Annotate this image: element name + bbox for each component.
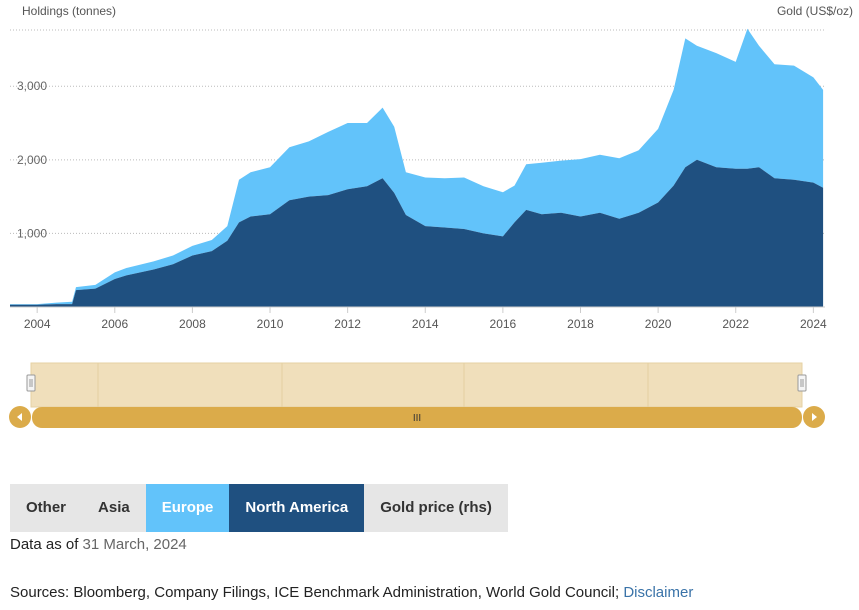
x-tick-label: 2006 <box>101 317 128 331</box>
navigator-right-handle[interactable] <box>797 374 807 392</box>
legend: Other Asia Europe North America Gold price (… <box>10 484 508 532</box>
x-tick-label: 2020 <box>645 317 672 331</box>
x-tick-label: 2024 <box>800 317 827 331</box>
navigator-scrollbar[interactable] <box>32 407 802 428</box>
legend-item-gold-price-rhs[interactable]: Gold price (rhs) <box>364 484 508 532</box>
scrollbar-grip-icon: III <box>413 413 421 424</box>
series-north-america-area <box>10 159 824 307</box>
x-tick-label: 2012 <box>334 317 361 331</box>
x-tick-label: 2008 <box>179 317 206 331</box>
asof-prefix: Data as of <box>10 536 79 553</box>
x-tick-label: 2014 <box>412 317 439 331</box>
legend-item-other[interactable]: Other <box>10 484 83 532</box>
y-tick-label: 3,000 <box>17 79 47 93</box>
legend-item-europe[interactable]: Europe <box>145 484 230 532</box>
left-axis-title: Holdings (tonnes) <box>22 4 117 18</box>
navigator-window <box>30 362 803 408</box>
navigator-left-handle[interactable] <box>26 374 36 392</box>
x-tick-label: 2004 <box>24 317 51 331</box>
x-tick-label: 2022 <box>722 317 749 331</box>
legend-item-asia[interactable]: Asia <box>82 484 146 532</box>
y-tick-label: 1,000 <box>17 226 47 240</box>
x-tick-label: 2018 <box>567 317 594 331</box>
x-tick-label: 2016 <box>490 317 517 331</box>
sources-text: Sources: Bloomberg, Company Filings, ICE… <box>10 584 620 601</box>
x-tick-label: 2010 <box>257 317 284 331</box>
data-as-of: Data as of 31 March, 2024 <box>10 536 187 553</box>
scroll-right-arrow-icon <box>812 413 817 421</box>
holdings-chart: 1,000 2,000 3,000 2004 2006 2008 2010 2012 2014 2… <box>9 28 827 428</box>
range-navigator[interactable]: III <box>9 362 825 428</box>
series-europe-area <box>10 28 824 305</box>
disclaimer-link[interactable]: Disclaimer <box>623 584 694 601</box>
y-tick-label: 2,000 <box>17 153 47 167</box>
asof-date: 31 March, 2024 <box>82 536 187 553</box>
legend-item-north-america[interactable]: North America <box>229 484 365 532</box>
sources: Sources: Bloomberg, Company Filings, ICE… <box>10 584 693 601</box>
right-axis-title: Gold (US$/oz) <box>776 4 853 18</box>
scroll-left-arrow-icon <box>17 413 22 421</box>
